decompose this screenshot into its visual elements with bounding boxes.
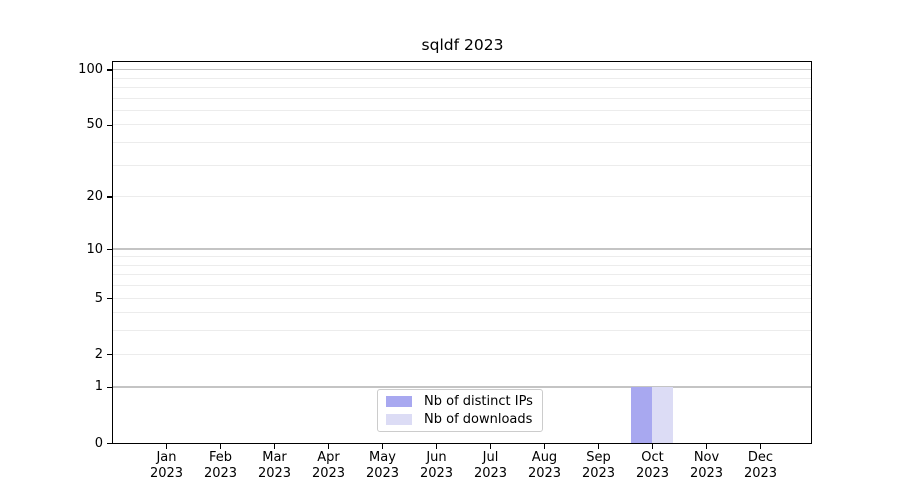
y-tick [107, 442, 112, 445]
y-tick [107, 297, 112, 300]
x-tick-label: Jun 2023 [407, 450, 467, 482]
y-gridline-major [113, 248, 811, 250]
y-tick-label: 20 [86, 189, 103, 205]
x-tick-label: Dec 2023 [731, 450, 791, 482]
x-tick-label: Apr 2023 [299, 450, 359, 482]
x-tick-label: Nov 2023 [677, 450, 737, 482]
x-tick [381, 444, 384, 449]
y-tick-label: 0 [94, 435, 103, 451]
x-tick [435, 444, 438, 449]
legend-item: Nb of downloads [378, 412, 542, 427]
legend: Nb of distinct IPs Nb of downloads [377, 389, 543, 432]
x-tick-label-line: Aug [531, 450, 558, 465]
legend-swatch-downloads [386, 414, 412, 426]
x-tick-label-line: 2023 [473, 466, 508, 481]
y-gridline-minor [113, 124, 811, 126]
x-tick-label-line: May [369, 450, 396, 465]
x-tick-label-line: Jul [482, 450, 499, 465]
x-tick-label-line: 2023 [257, 466, 292, 481]
y-gridline-minor [113, 256, 811, 258]
y-gridline-minor [113, 142, 811, 144]
x-tick-label-line: Feb [208, 450, 233, 465]
y-gridline-minor [113, 164, 811, 166]
y-gridline-minor [113, 77, 811, 79]
y-tick [107, 196, 112, 198]
x-tick [327, 444, 330, 449]
y-gridline-minor [113, 196, 811, 198]
y-tick [107, 353, 112, 356]
x-tick-label-line: Dec [747, 450, 774, 465]
y-tick [107, 69, 112, 71]
chart-title: sqldf 2023 [421, 36, 504, 54]
x-tick-label-line: 2023 [203, 466, 238, 481]
y-gridline-minor [113, 274, 811, 276]
y-tick [107, 248, 112, 251]
x-tick [273, 444, 276, 449]
legend-swatch-distinct-ips [386, 395, 412, 407]
x-tick-label-line: 2023 [149, 466, 184, 481]
x-tick-label-line: 2023 [527, 466, 562, 481]
x-tick-label-line: 2023 [581, 466, 616, 481]
x-tick [759, 444, 762, 449]
y-gridline-major [113, 69, 811, 71]
x-tick-label: Aug 2023 [515, 450, 575, 482]
x-tick-label-line: Mar [262, 450, 287, 465]
x-tick [705, 444, 708, 449]
x-tick-label: Sep 2023 [569, 450, 629, 482]
x-tick-label: Feb 2023 [191, 450, 251, 482]
x-tick [543, 444, 546, 449]
x-tick [489, 444, 492, 449]
x-tick-label: Jan 2023 [137, 450, 197, 482]
legend-item: Nb of distinct IPs [378, 394, 542, 409]
y-gridline-minor [113, 86, 811, 88]
x-tick-label-line: Jan [156, 450, 177, 465]
bar-nb-of-distinct-ips [631, 386, 652, 443]
x-tick [219, 444, 222, 449]
y-tick-label: 100 [78, 62, 103, 78]
legend-label: Nb of distinct IPs [424, 393, 533, 409]
y-tick [107, 124, 112, 127]
y-tick-label: 1 [94, 379, 103, 395]
x-tick-label-line: Nov [693, 450, 720, 465]
y-tick-label: 2 [94, 346, 103, 362]
y-gridline-minor [113, 297, 811, 299]
y-gridline-minor [113, 353, 811, 355]
x-tick-label: Jul 2023 [461, 450, 521, 482]
x-tick-label-line: Sep [586, 450, 611, 465]
x-tick-label-line: 2023 [743, 466, 778, 481]
x-tick [651, 444, 654, 449]
y-gridline-minor [113, 264, 811, 266]
x-tick-label-line: 2023 [311, 466, 346, 481]
bar-nb-of-downloads [652, 386, 673, 443]
x-tick-label-line: Oct [641, 450, 664, 465]
y-gridline-minor [113, 285, 811, 287]
y-tick [107, 386, 112, 389]
x-tick-label-line: 2023 [635, 466, 670, 481]
y-tick-label: 10 [86, 241, 103, 257]
plot-area: Nb of distinct IPs Nb of downloads [112, 61, 812, 444]
x-tick-label-line: Jun [426, 450, 447, 465]
y-gridline-minor [113, 312, 811, 314]
y-gridline-minor [113, 97, 811, 99]
x-tick-label-line: Apr [317, 450, 340, 465]
x-tick-label-line: 2023 [419, 466, 454, 481]
x-tick-label: Mar 2023 [245, 450, 305, 482]
legend-label: Nb of downloads [424, 412, 533, 428]
y-tick-label: 50 [86, 117, 103, 133]
x-tick [165, 444, 168, 449]
x-tick-label: May 2023 [353, 450, 413, 482]
x-tick-label-line: 2023 [365, 466, 400, 481]
x-tick-label-line: 2023 [689, 466, 724, 481]
y-gridline-minor [113, 330, 811, 332]
y-gridline-major [113, 386, 811, 388]
y-gridline-minor [113, 109, 811, 111]
y-tick-label: 5 [94, 290, 103, 306]
x-tick [597, 444, 600, 449]
x-tick-label: Oct 2023 [623, 450, 683, 482]
